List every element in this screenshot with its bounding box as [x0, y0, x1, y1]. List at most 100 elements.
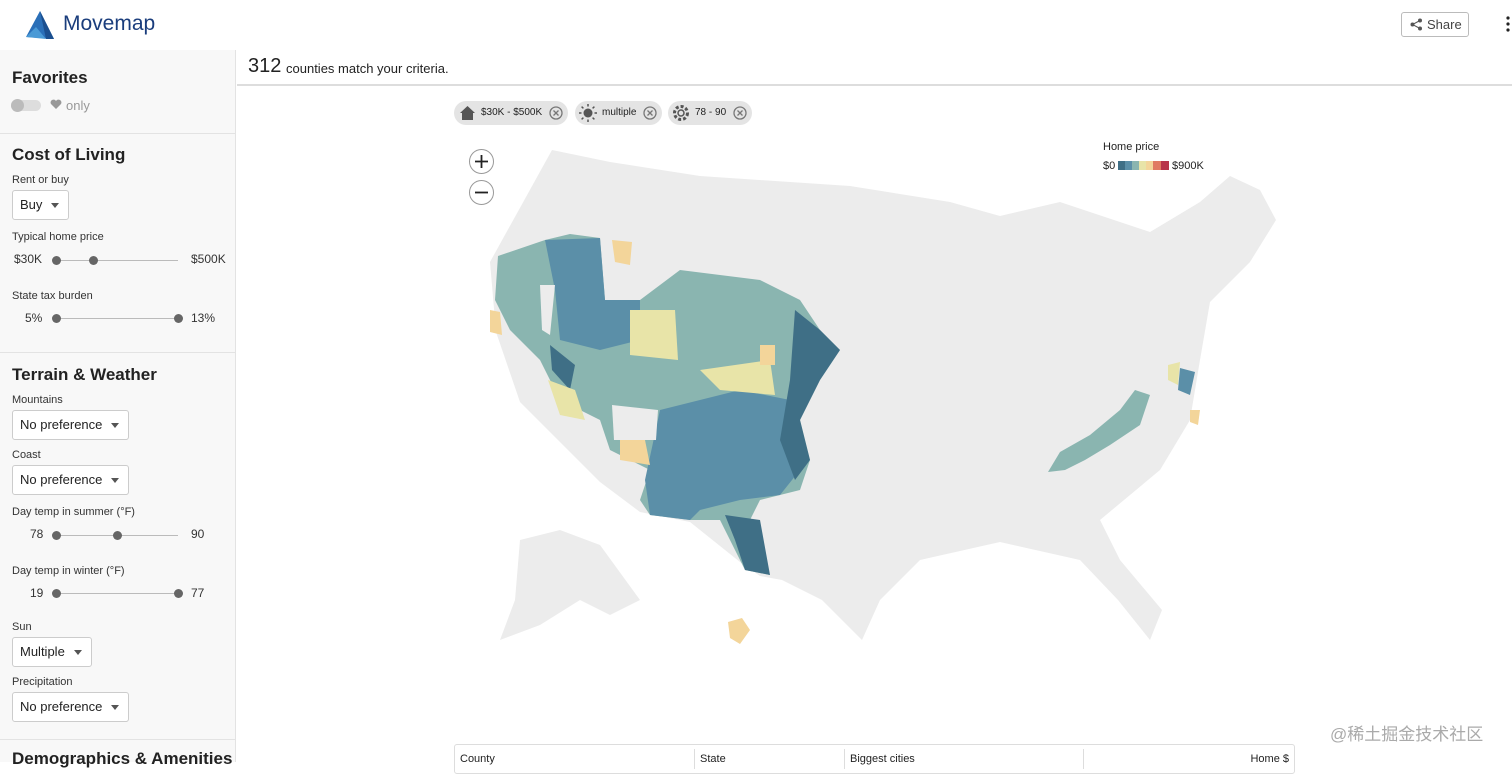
sidebar: Favorites only Cost of Living Rent or bu… [0, 50, 236, 768]
divider [0, 133, 236, 134]
divider [237, 84, 1512, 86]
precipitation-select[interactable]: No preference [12, 692, 130, 722]
minus-icon [475, 191, 488, 194]
slider-max: 77 [191, 586, 205, 600]
slider-min: 5% [25, 311, 43, 325]
toggle-knob [11, 99, 24, 112]
kebab-menu[interactable] [1505, 16, 1511, 32]
share-icon [1410, 18, 1422, 31]
column-divider [694, 749, 695, 769]
summer-slider[interactable] [52, 531, 178, 540]
remove-icon[interactable] [733, 106, 747, 120]
region [725, 515, 770, 575]
field-label: Day temp in winter (°F) [12, 565, 125, 577]
share-button[interactable]: Share [1401, 12, 1469, 37]
slider-handle[interactable] [113, 531, 122, 540]
region [760, 345, 775, 365]
region [612, 240, 632, 265]
filter-chip[interactable]: multiple [575, 101, 663, 125]
divider [0, 352, 236, 353]
column-header[interactable]: State [700, 753, 726, 765]
slider-handle[interactable] [52, 314, 61, 323]
section-title: Demographics & Amenities [12, 749, 233, 768]
filter-chip[interactable]: $30K - $500K [454, 101, 569, 125]
zoom-in[interactable] [469, 149, 494, 174]
region [550, 345, 575, 390]
slider-min: 19 [30, 586, 44, 600]
field-label: Sun [12, 621, 32, 633]
east-strip [1178, 368, 1195, 395]
share-label: Share [1427, 17, 1462, 32]
alaska [500, 530, 640, 640]
field-label: Mountains [12, 394, 63, 406]
slider-handle[interactable] [52, 531, 61, 540]
sun-select[interactable]: Multiple [12, 637, 92, 667]
match-count: 312 [248, 55, 282, 77]
slider-min: 78 [30, 527, 44, 541]
section-title: Cost of Living [12, 145, 126, 164]
tax-slider[interactable] [52, 314, 183, 323]
column-header[interactable]: Home $ [1250, 753, 1289, 765]
column-header[interactable]: Biggest cities [850, 753, 915, 765]
plus-icon [475, 155, 488, 168]
region [548, 380, 585, 420]
field-label: Precipitation [12, 676, 73, 688]
slider-max: 90 [191, 527, 205, 541]
column-divider [844, 749, 845, 769]
watermark: @稀土掘金技术社区 [1330, 725, 1484, 744]
slider-handle[interactable] [174, 314, 183, 323]
zoom-out[interactable] [469, 180, 494, 205]
field-label: State tax burden [12, 290, 93, 302]
region [540, 285, 555, 335]
slider-handle[interactable] [174, 589, 183, 598]
chip-label: $30K - $500K [481, 107, 543, 118]
field-label: Rent or buy [12, 174, 69, 186]
region [645, 390, 800, 520]
column-divider [1083, 749, 1084, 769]
favorites-toggle[interactable] [11, 99, 41, 112]
region [630, 310, 678, 360]
region [612, 405, 658, 440]
map [490, 150, 1276, 644]
region [490, 310, 502, 335]
home-price-slider[interactable] [52, 256, 178, 265]
slider-max: 13% [191, 311, 216, 325]
east-strip [1190, 410, 1200, 425]
hawaii [728, 618, 750, 644]
temp-icon [673, 105, 689, 121]
rent-buy-select[interactable]: Buy [12, 190, 70, 220]
results-table: County State Biggest cities Home $ [454, 744, 1295, 774]
legend-max: $900K [1172, 160, 1204, 172]
legend-min: $0 [1103, 160, 1116, 172]
east-strip [1048, 390, 1150, 472]
slider-handle[interactable] [52, 589, 61, 598]
section-title: Terrain & Weather [12, 365, 157, 384]
section-title: Favorites [12, 68, 88, 87]
slider-handle[interactable] [52, 256, 61, 265]
region [700, 360, 775, 395]
slider-handle[interactable] [89, 256, 98, 265]
filter-chip[interactable]: 78 - 90 [668, 101, 753, 125]
logo [26, 11, 54, 39]
legend-title: Home price [1103, 141, 1160, 153]
column-header[interactable]: County [460, 753, 495, 765]
field-label: Day temp in summer (°F) [12, 506, 135, 518]
header: Movemap Share [0, 0, 1512, 50]
region [780, 310, 840, 480]
region [545, 238, 640, 350]
east-strip [1168, 362, 1180, 385]
remove-icon[interactable] [643, 106, 658, 120]
mountains-select[interactable]: No preference [12, 410, 130, 440]
chip-label: 78 - 90 [695, 107, 727, 118]
chip-label: multiple [602, 107, 637, 118]
coast-select[interactable]: No preference [12, 465, 130, 495]
app-name[interactable]: Movemap [63, 12, 156, 35]
sun-icon [579, 104, 597, 122]
slider-max: $500K [191, 252, 226, 266]
winter-slider[interactable] [52, 589, 183, 598]
remove-icon[interactable] [549, 106, 563, 120]
home-icon [460, 106, 475, 120]
field-label: Coast [12, 449, 41, 461]
toggle-label: only [66, 98, 90, 113]
